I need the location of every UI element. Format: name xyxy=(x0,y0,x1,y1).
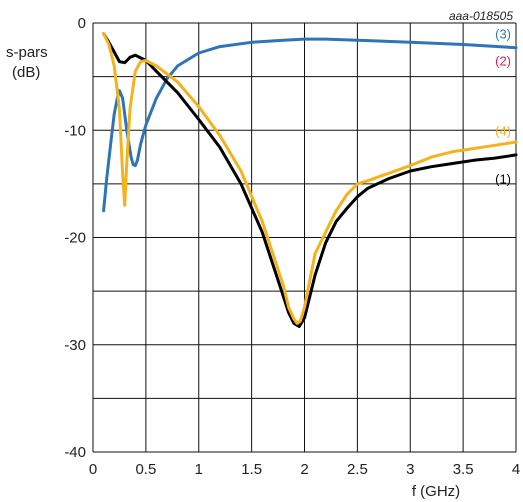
grid xyxy=(93,23,516,452)
series-label-4: (4) xyxy=(495,123,511,138)
y-tick-label: -30 xyxy=(64,337,86,354)
y-axis-label-line2: (dB) xyxy=(12,64,40,81)
reference-label: aaa-018505 xyxy=(449,9,513,23)
x-tick-label: 0.5 xyxy=(135,461,156,478)
x-tick-label: 1 xyxy=(195,461,203,478)
series-label-3: (3) xyxy=(495,27,511,42)
y-tick-label: -20 xyxy=(64,230,86,247)
x-tick-label: 1.5 xyxy=(241,461,262,478)
series-line-3 xyxy=(104,39,516,211)
x-tick-label: 4 xyxy=(512,461,520,478)
series-label-2: (2) xyxy=(495,54,511,69)
series-labels: (1) (2) (3) (4) xyxy=(495,27,511,187)
x-tick-label: 3 xyxy=(406,461,414,478)
x-tick-label: 3.5 xyxy=(453,461,474,478)
y-tick-label: -10 xyxy=(64,122,86,139)
y-axis-label-line1: s-pars xyxy=(6,44,48,61)
x-tick-label: 0 xyxy=(89,461,97,478)
y-tick-label: -40 xyxy=(64,444,86,461)
x-axis-label: f (GHz) xyxy=(412,483,460,500)
series-line-4 xyxy=(104,34,516,324)
x-tick-label: 2.5 xyxy=(347,461,368,478)
series-label-1: (1) xyxy=(495,172,511,187)
x-tick-label: 2 xyxy=(300,461,308,478)
y-tick-label: 0 xyxy=(78,15,86,32)
series-lines xyxy=(104,34,516,327)
